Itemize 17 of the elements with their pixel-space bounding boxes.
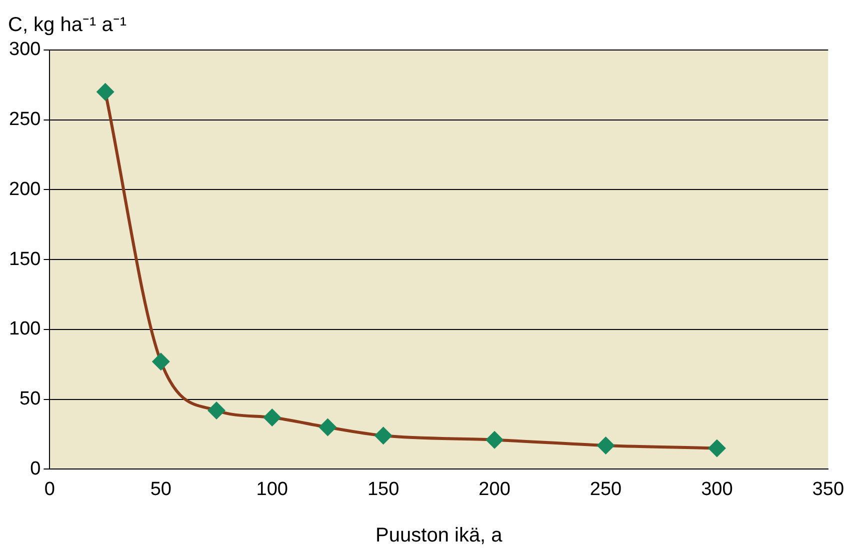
y-tick-label: 300	[9, 39, 41, 60]
y-tick-label: 150	[9, 248, 41, 270]
x-tick-label: 0	[44, 478, 55, 500]
x-tick-label: 300	[701, 478, 733, 500]
x-tick-label: 200	[478, 478, 510, 500]
y-tick-label: 50	[20, 388, 41, 410]
y-tick-label: 100	[9, 318, 41, 340]
x-axis-title: Puuston ikä, a	[376, 524, 504, 547]
x-tick-label: 250	[590, 478, 622, 500]
y-tick-label: 200	[9, 178, 41, 200]
x-tick-label: 50	[150, 478, 172, 500]
y-tick-label: 0	[30, 458, 41, 480]
x-tick-label: 100	[256, 478, 288, 500]
y-tick-label: 250	[9, 109, 41, 130]
y-axis-title: C, kg ha⁻¹ a⁻¹	[8, 13, 126, 37]
x-tick-label: 350	[812, 478, 844, 500]
x-tick-label: 150	[367, 478, 400, 500]
